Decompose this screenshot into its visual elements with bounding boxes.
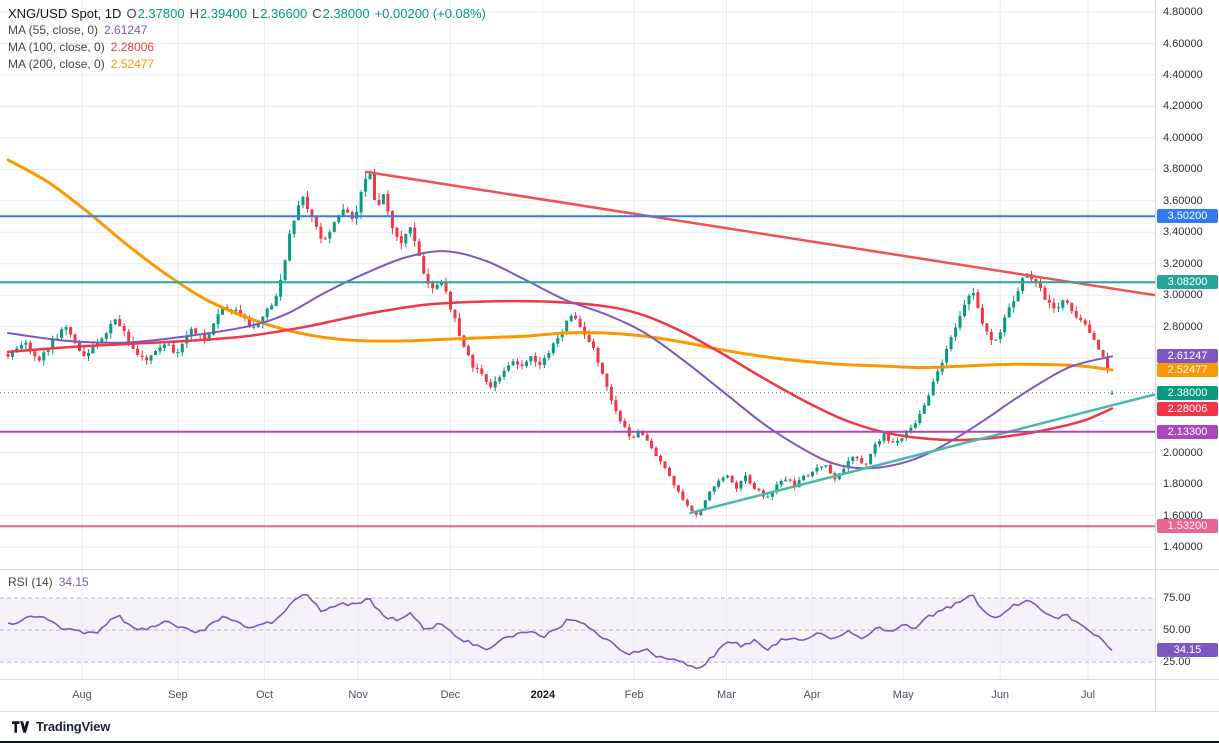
time-axis-row: Aug Sep Oct Nov Dec 2024 Feb Mar Apr May Jun Jul xyxy=(0,680,1219,712)
price-badge: 3.50200 xyxy=(1157,209,1218,224)
main-grid xyxy=(0,0,1155,569)
price-badge: 2.28006 xyxy=(1157,401,1218,416)
axis-corner xyxy=(1155,680,1219,711)
price-tick: 1.60000 xyxy=(1163,509,1203,522)
time-label-dec: Dec xyxy=(440,689,461,701)
time-label-mar: Mar xyxy=(717,689,736,701)
price-tick: 4.80000 xyxy=(1163,6,1203,18)
rsi-tick: 25.00 xyxy=(1163,656,1191,669)
ma-line-ma100[interactable] xyxy=(6,299,1114,442)
rsi-label: RSI (14) xyxy=(8,575,53,589)
candlestick-series[interactable] xyxy=(6,168,1114,518)
price-tick: 4.40000 xyxy=(1163,68,1203,81)
price-tick: 4.20000 xyxy=(1163,100,1203,113)
time-label-may: May xyxy=(892,689,914,701)
rsi-pane[interactable]: RSI (14) 34.15 xyxy=(0,570,1155,679)
price-badge: 2.61247 xyxy=(1157,349,1218,364)
price-tick: 3.20000 xyxy=(1163,257,1203,270)
time-label-2024: 2024 xyxy=(530,689,556,701)
ma-100-value: 2.28006 xyxy=(110,40,155,54)
trendline-support[interactable] xyxy=(689,393,1156,515)
high-value: 2.39400 xyxy=(199,6,247,21)
ma-line-ma200[interactable] xyxy=(6,158,1114,372)
price-badge: 2.52477 xyxy=(1157,363,1218,377)
rsi-value-badge: 34.15 xyxy=(1157,643,1218,658)
ma-line-ma55[interactable] xyxy=(7,250,1113,470)
tradingview-logo-icon xyxy=(12,720,30,733)
low-label: L xyxy=(251,6,260,21)
time-label-aug: Aug xyxy=(72,689,92,701)
rsi-value: 34.15 xyxy=(58,575,89,589)
ma-100-label: MA (100, close, 0) xyxy=(8,40,105,54)
price-badge: 1.53200 xyxy=(1157,519,1218,534)
ohlc-high: H2.39400 xyxy=(190,5,247,22)
time-label-feb: Feb xyxy=(624,689,644,701)
rsi-tick: 75.00 xyxy=(1163,592,1191,604)
main-pane-row: XNG/USD Spot, 1D O2.37800 H2.39400 L2.36… xyxy=(0,0,1219,570)
time-label-oct: Oct xyxy=(255,689,274,701)
time-label-nov: Nov xyxy=(348,689,368,701)
rsi-legend[interactable]: RSI (14) 34.15 xyxy=(8,574,89,591)
price-tick: 3.80000 xyxy=(1163,163,1203,176)
time-label-jun: Jun xyxy=(991,689,1010,701)
ohlc-close: C2.38000 xyxy=(312,5,369,22)
trendline-resistance[interactable] xyxy=(364,170,1155,297)
rsi-line[interactable] xyxy=(7,593,1113,670)
ma-55-value: 2.61247 xyxy=(104,23,148,37)
close-label: C xyxy=(312,6,322,21)
price-tick: 4.00000 xyxy=(1163,131,1203,144)
close-value: 2.38000 xyxy=(322,6,370,21)
high-label: H xyxy=(189,6,199,21)
price-tick: 1.40000 xyxy=(1163,541,1203,553)
price-tick: 3.60000 xyxy=(1163,194,1203,207)
change-value: +0.00200 (+0.08%) xyxy=(374,6,486,21)
ma-200-legend-row[interactable]: MA (200, close, 0) 2.52477 xyxy=(8,56,486,73)
price-badge: 3.08200 xyxy=(1157,275,1218,290)
time-label-jul: Jul xyxy=(1080,689,1096,701)
open-value: 2.37800 xyxy=(137,6,185,21)
time-axis[interactable]: Aug Sep Oct Nov Dec 2024 Feb Mar Apr May Jun Jul xyxy=(0,680,1155,711)
price-tick: 2.00000 xyxy=(1163,446,1203,459)
main-price-pane[interactable]: XNG/USD Spot, 1D O2.37800 H2.39400 L2.36… xyxy=(0,0,1155,569)
ohlc-open: O2.37800 xyxy=(126,5,184,22)
low-value: 2.36600 xyxy=(260,6,308,21)
price-tick: 3.40000 xyxy=(1163,226,1203,239)
ma-100-legend-row[interactable]: MA (100, close, 0) 2.28006 xyxy=(8,39,486,56)
price-tick: 3.00000 xyxy=(1163,289,1203,302)
ma-55-legend-row[interactable]: MA (55, close, 0) 2.61247 xyxy=(8,22,486,39)
rsi-chart-canvas[interactable] xyxy=(0,570,1155,679)
time-label-apr: Apr xyxy=(803,689,821,701)
ohlc-low: L2.36600 xyxy=(252,5,307,22)
footer-bar: TradingView xyxy=(0,712,1219,743)
price-axis[interactable]: 4.80000 4.60000 4.40000 4.20000 4.00000 3.800… xyxy=(1155,0,1219,569)
open-label: O xyxy=(126,6,137,21)
symbol-legend: XNG/USD Spot, 1D O2.37800 H2.39400 L2.36… xyxy=(8,5,486,73)
ma-55-label: MA (55, close, 0) xyxy=(8,23,99,37)
price-badge: 2.38000 xyxy=(1157,385,1218,400)
rsi-pane-row: RSI (14) 34.15 75.00 50.00 25.00 34.15 xyxy=(0,570,1219,680)
ma-200-value: 2.52477 xyxy=(110,57,155,71)
symbol-legend-row[interactable]: XNG/USD Spot, 1D O2.37800 H2.39400 L2.36… xyxy=(8,5,486,22)
price-tick: 1.80000 xyxy=(1163,478,1203,491)
symbol-title[interactable]: XNG/USD Spot, 1D xyxy=(8,6,122,21)
rsi-tick: 50.00 xyxy=(1163,624,1191,637)
price-tick: 2.80000 xyxy=(1163,320,1203,333)
main-chart-canvas[interactable] xyxy=(0,0,1155,569)
time-label-sep: Sep xyxy=(168,689,188,701)
rsi-axis[interactable]: 75.00 50.00 25.00 34.15 xyxy=(1155,570,1219,679)
ma-200-label: MA (200, close, 0) xyxy=(8,57,105,71)
tradingview-logo-text: TradingView xyxy=(36,719,111,734)
price-badge: 2.13300 xyxy=(1157,424,1218,439)
price-tick: 4.60000 xyxy=(1163,37,1203,50)
tradingview-logo[interactable]: TradingView xyxy=(12,719,110,734)
